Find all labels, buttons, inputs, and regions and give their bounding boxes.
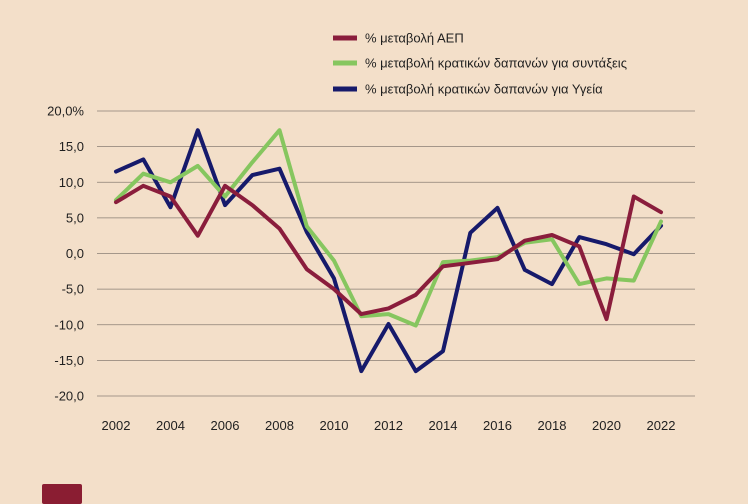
gridlines <box>97 110 695 397</box>
legend-label: % μεταβολή κρατικών δαπανών για Υγεία <box>365 82 603 97</box>
x-tick-label: 2018 <box>538 418 567 433</box>
y-tick-label: -5,0 <box>62 282 84 297</box>
x-axis: 2002 2004 2006 2008 2010 2012 2014 2016 2018 2020… <box>102 418 676 433</box>
x-tick-label: 2006 <box>211 418 240 433</box>
x-tick-label: 2004 <box>156 418 185 433</box>
y-axis: 20,0% 15,0 10,0 5,0 0,0 -5,0 -10,0 -15,0 -20,0 <box>47 104 84 404</box>
y-tick-label: 0,0 <box>66 246 84 261</box>
y-tick-label: 15,0 <box>59 139 84 154</box>
y-tick-label: 5,0 <box>66 210 84 225</box>
x-tick-label: 2012 <box>374 418 403 433</box>
x-tick-label: 2010 <box>320 418 349 433</box>
legend-label: % μεταβολή ΑΕΠ <box>365 31 464 46</box>
x-tick-label: 2022 <box>647 418 676 433</box>
series-line-2 <box>114 128 663 328</box>
legend: % μεταβολή ΑΕΠ % μεταβολή κρατικών δαπανώ… <box>333 31 627 97</box>
x-tick-label: 2020 <box>592 418 621 433</box>
y-tick-label: -15,0 <box>54 353 84 368</box>
page-badge <box>42 484 82 504</box>
series-lines <box>114 128 663 374</box>
x-tick-label: 2016 <box>483 418 512 433</box>
y-tick-label: -10,0 <box>54 317 84 332</box>
y-tick-label: 10,0 <box>59 175 84 190</box>
x-tick-label: 2008 <box>265 418 294 433</box>
series-line-3 <box>114 128 663 374</box>
legend-label: % μεταβολή κρατικών δαπανών για συντάξει… <box>365 56 627 71</box>
x-tick-label: 2002 <box>102 418 131 433</box>
series-line-1 <box>114 183 663 322</box>
y-tick-label: 20,0% <box>47 104 84 119</box>
y-tick-label: -20,0 <box>54 389 84 404</box>
x-tick-label: 2014 <box>429 418 458 433</box>
